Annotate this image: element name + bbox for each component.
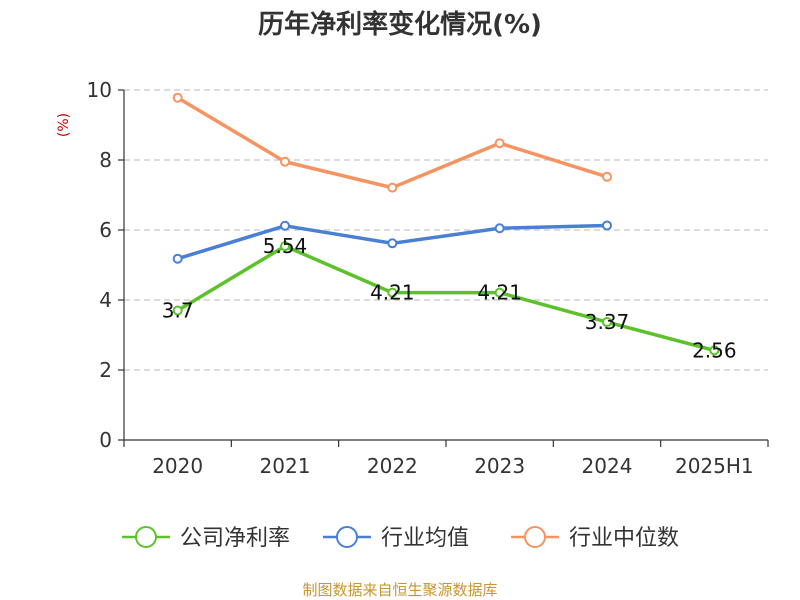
x-tick-label-2020: 2020 xyxy=(152,454,203,478)
axes: 0 2 4 6 8 10 2020 2021 2022 2023 2024 2025H1 xyxy=(87,78,769,478)
point-0-2023 xyxy=(494,287,505,298)
point-0-2022 xyxy=(387,287,398,298)
series-lines xyxy=(172,92,720,356)
y-tick-label-3: 6 xyxy=(99,218,112,242)
data-label-2021: 5.54 xyxy=(263,234,308,258)
source-note: 制图数据来自恒生聚源数据库 xyxy=(302,581,497,599)
point-2-2022 xyxy=(387,182,398,193)
gridlines xyxy=(124,89,768,371)
series-line-0 xyxy=(176,244,715,353)
data-labels: 3.7 5.54 4.21 4.21 3.37 2.56 xyxy=(162,234,737,362)
y-tick-label-2: 4 xyxy=(99,288,112,312)
data-label-2022: 4.21 xyxy=(370,281,415,305)
y-axis-unit: (%) xyxy=(56,113,72,137)
x-tick-label-2023: 2023 xyxy=(474,454,525,478)
data-label-2024: 3.37 xyxy=(585,310,630,334)
data-label-2023: 4.21 xyxy=(477,281,522,305)
point-1-2021 xyxy=(280,220,290,231)
legend: 公司净利率 行业均值 行业中位数 xyxy=(122,526,679,551)
point-2-2021 xyxy=(280,156,290,167)
y-tick-label-1: 2 xyxy=(99,358,112,382)
x-tick-label-2025H1: 2025H1 xyxy=(675,454,754,478)
legend-label-2: 行业中位数 xyxy=(569,526,679,551)
point-2-2020 xyxy=(172,92,183,103)
point-0-2021 xyxy=(280,241,290,252)
point-2-2024 xyxy=(602,171,612,182)
point-1-2020 xyxy=(172,253,183,264)
point-0-2024 xyxy=(602,317,612,328)
legend-marker-2 xyxy=(524,526,546,548)
data-label-2020: 3.7 xyxy=(162,299,194,323)
legend-label-0: 公司净利率 xyxy=(180,526,290,551)
series-line-2 xyxy=(176,96,608,190)
y-tick-label-0: 0 xyxy=(99,428,112,452)
chart-title: 历年净利率变化情况(%) xyxy=(258,9,542,40)
legend-marker-1 xyxy=(336,526,358,548)
y-tick-label-4: 8 xyxy=(99,148,112,172)
legend-label-1: 行业均值 xyxy=(381,526,469,551)
point-1-2024 xyxy=(602,220,612,231)
x-tick-label-2024: 2024 xyxy=(582,454,633,478)
point-1-2023 xyxy=(494,223,505,234)
point-1-2022 xyxy=(387,238,398,249)
point-0-2025H1 xyxy=(709,345,720,356)
legend-marker-0 xyxy=(135,526,157,548)
point-0-2020 xyxy=(172,305,183,316)
point-2-2023 xyxy=(494,138,505,149)
x-tick-label-2021: 2021 xyxy=(260,454,311,478)
y-tick-label-5: 10 xyxy=(87,78,112,102)
x-tick-label-2022: 2022 xyxy=(367,454,418,478)
data-label-2025H1: 2.56 xyxy=(692,338,737,362)
